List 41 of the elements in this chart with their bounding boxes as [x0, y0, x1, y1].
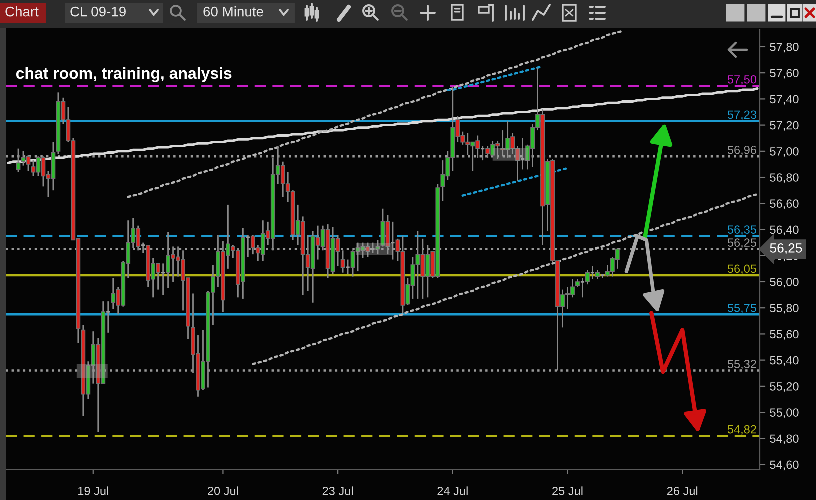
- y-tick-label: 56,40: [770, 226, 799, 236]
- y-tick-label: 57,00: [770, 147, 799, 158]
- y-tick-label: 56,00: [770, 278, 799, 288]
- y-tick-label: 55,80: [770, 304, 799, 314]
- candlestick: [586, 270, 590, 286]
- y-tick-label: 55,20: [770, 382, 799, 392]
- y-tick-label: 57,40: [770, 95, 799, 105]
- ref-line-label: 55,32: [728, 360, 756, 370]
- x-tick-label: 20 Jul: [208, 486, 238, 496]
- y-tick-label: 54,60: [770, 460, 799, 471]
- line-series: [446, 65, 544, 92]
- candlestick: [340, 250, 346, 274]
- text: 56,25: [770, 244, 802, 254]
- y-tick-label: 55,60: [770, 330, 799, 340]
- ref-line-label: 56,25: [728, 238, 756, 248]
- ref-line-label: 56,05: [728, 264, 756, 275]
- ref-line-label: 57,23: [728, 110, 756, 120]
- x-tick-label: 25 Jul: [552, 486, 583, 496]
- y-tick-label: 57,60: [770, 69, 799, 79]
- y-tick-label: 57,80: [770, 43, 799, 53]
- x-tick-label: 24 Jul: [438, 486, 468, 496]
- y-tick-label: 54,80: [770, 434, 799, 444]
- text: CL 09-19: [70, 6, 126, 17]
- candlestick: [596, 270, 600, 280]
- y-tick-label: 55,40: [770, 356, 799, 366]
- x-tick-label: 26 Jul: [667, 486, 698, 496]
- y-tick-label: 55,00: [770, 408, 799, 418]
- text: chat room, training, analysis: [16, 67, 232, 82]
- ref-line-label: 56,35: [728, 226, 756, 236]
- x-tick-label: 19 Jul: [78, 486, 108, 496]
- candlestick: [376, 240, 380, 256]
- x-tick-label: 23 Jul: [322, 486, 354, 496]
- ref-line-label: 57,50: [728, 75, 757, 86]
- ref-line-label: 56,96: [728, 146, 756, 156]
- y-tick-label: 57,20: [770, 121, 799, 132]
- text: 60 Minute: [204, 6, 264, 17]
- y-tick-label: 56,60: [770, 200, 799, 210]
- text: Chart: [6, 6, 39, 17]
- ref-line-label: 55,75: [728, 304, 756, 314]
- ref-line-label: 54,82: [728, 425, 756, 436]
- y-tick-label: 56,80: [770, 174, 799, 184]
